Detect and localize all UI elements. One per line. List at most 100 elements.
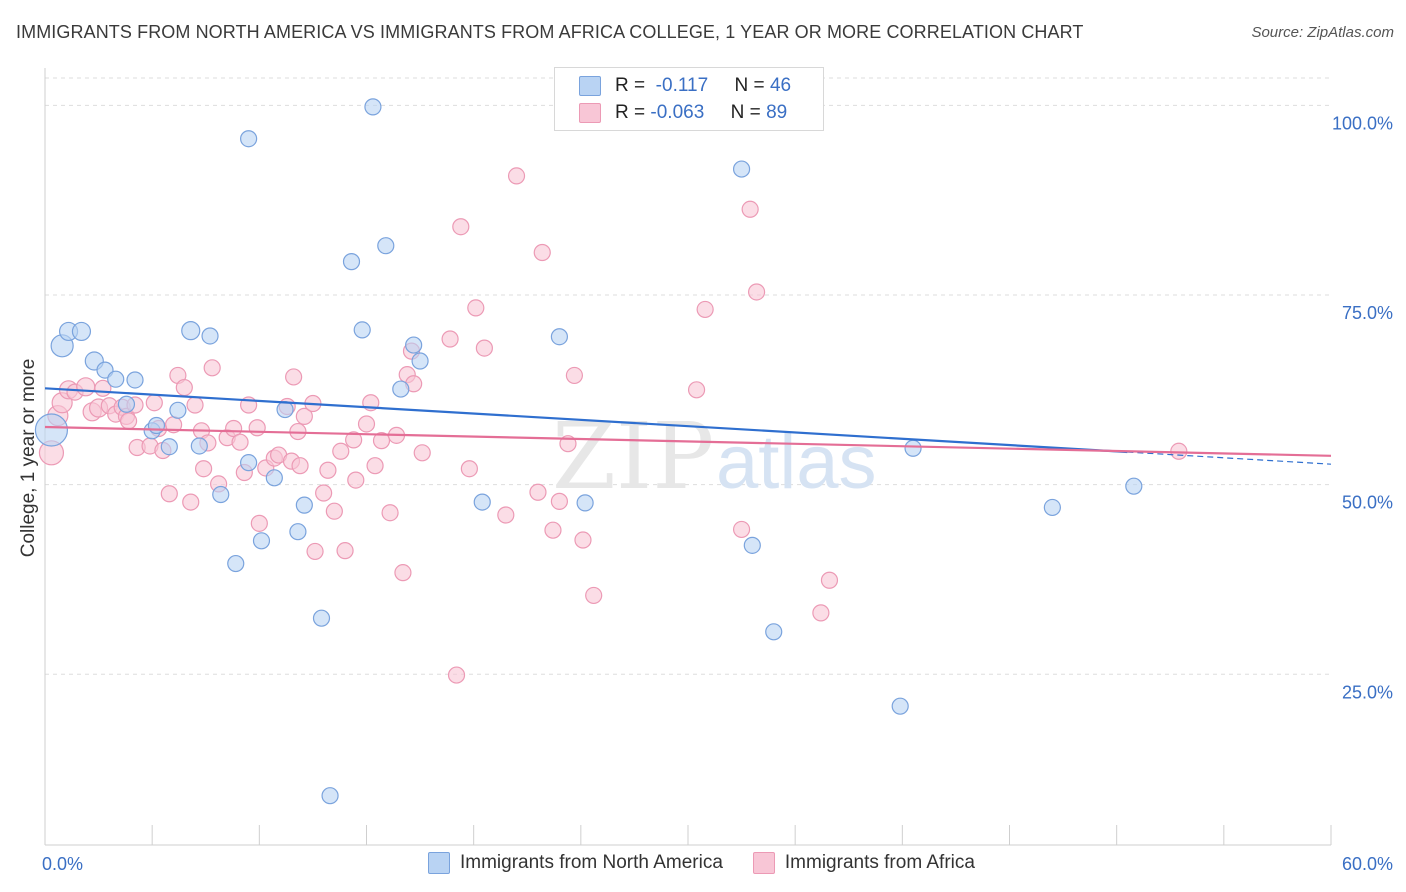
africa-point (182, 493, 200, 511)
africa-point (336, 542, 354, 560)
africa-point (345, 431, 363, 449)
north-america-point (1043, 498, 1061, 517)
legend-item-africa[interactable]: Immigrants from Africa (752, 852, 975, 874)
africa-point (747, 283, 766, 301)
north-america-point (732, 160, 751, 178)
africa-point (687, 381, 706, 399)
axes: 25.0% 50.0% 75.0% 100.0% 0.0% 60.0% (42, 68, 1393, 874)
africa-point (550, 492, 569, 510)
north-america-trend-line (44, 387, 1128, 454)
r-label: R = (615, 75, 646, 96)
north-america-trend-extension (1127, 451, 1332, 465)
series-legend: Immigrants from North America Immigrants… (428, 852, 1005, 874)
africa-point (732, 520, 751, 539)
africa-point (507, 167, 526, 185)
africa-point (285, 368, 303, 386)
africa-point (460, 460, 478, 478)
africa-point (381, 504, 399, 522)
watermark-atlas: atlas (716, 420, 877, 505)
africa-point (467, 299, 485, 317)
stats-legend: R = -0.117 N = 46 R = -0.063 N = 89 (554, 67, 824, 131)
north-america-point (240, 454, 258, 472)
africa-point (574, 531, 592, 549)
north-america-point (71, 321, 92, 342)
africa-point (203, 359, 221, 377)
africa-point (325, 502, 343, 520)
africa-point (441, 330, 459, 348)
africa-point (820, 571, 839, 589)
north-america-point (1125, 477, 1143, 495)
africa-point (447, 666, 466, 684)
north-america-point (312, 609, 331, 627)
africa-point (357, 415, 376, 433)
africa-point (186, 396, 204, 414)
africa-point (366, 457, 384, 475)
legend-swatch-blue (428, 852, 450, 874)
x-tick-label: 60.0% (1342, 854, 1393, 874)
africa-point (565, 366, 584, 385)
africa-point (145, 394, 163, 412)
stats-legend-row-north-america: R = -0.117 N = 46 (579, 73, 791, 99)
africa-point (315, 484, 333, 502)
n-value: 46 (769, 75, 792, 96)
north-america-point (117, 395, 136, 413)
north-america-point (377, 237, 395, 255)
north-america-point (891, 697, 909, 715)
africa-point (119, 412, 138, 430)
y-axis-label: College, 1 year or more (18, 359, 39, 558)
y-tick-label: 50.0% (1342, 493, 1393, 513)
trend-lines (44, 387, 1332, 465)
north-america-point (550, 328, 569, 346)
africa-point (291, 457, 309, 475)
africa-point (160, 485, 178, 503)
north-america-point (265, 469, 283, 487)
chart-title: IMMIGRANTS FROM NORTH AMERICA VS IMMIGRA… (16, 22, 1084, 42)
r-value: -0.117 (655, 75, 709, 96)
north-america-point (126, 371, 144, 389)
north-america-point (252, 532, 271, 550)
africa-point (394, 564, 412, 582)
x-tick-label: 0.0% (42, 854, 83, 874)
north-america-point (364, 98, 382, 116)
north-america-point (276, 400, 294, 419)
africa-point (195, 460, 213, 478)
africa-point (475, 339, 493, 357)
north-america-point (201, 327, 219, 345)
north-america-point (160, 438, 178, 456)
north-america-point (169, 401, 187, 419)
r-value: -0.063 (650, 102, 705, 123)
africa-point (452, 218, 470, 236)
africa-point (76, 377, 96, 397)
stats-legend-row-africa: R = -0.063 N = 89 (579, 100, 787, 126)
north-america-point (473, 493, 491, 511)
north-america-point (34, 413, 69, 447)
source-label: Source: ZipAtlas.com (1251, 24, 1394, 41)
africa-point (347, 471, 365, 489)
gridlines (45, 77, 1331, 675)
africa-point (372, 432, 391, 450)
north-america-point (240, 130, 258, 148)
watermark: ZIP atlas (552, 403, 877, 510)
y-tick-label: 100.0% (1332, 113, 1393, 133)
legend-item-north-america[interactable]: Immigrants from North America (428, 852, 723, 874)
n-value: 89 (766, 102, 788, 123)
north-america-point (321, 787, 339, 805)
north-america-point (190, 437, 208, 455)
y-tick-label: 75.0% (1342, 303, 1393, 323)
n-label: N = (730, 102, 761, 123)
north-america-point (212, 485, 230, 504)
africa-point (812, 604, 830, 622)
north-america-point (295, 496, 313, 514)
africa-point (231, 433, 249, 451)
north-america-point (289, 523, 307, 541)
legend-swatch-blue (579, 76, 601, 96)
north-america-point (576, 494, 594, 512)
africa-point (497, 506, 515, 524)
r-label: R = (615, 102, 646, 123)
africa-point (696, 300, 714, 319)
africa-point (332, 442, 350, 460)
north-america-point (743, 536, 761, 554)
legend-label-africa: Immigrants from Africa (784, 852, 975, 873)
africa-point (250, 514, 268, 532)
